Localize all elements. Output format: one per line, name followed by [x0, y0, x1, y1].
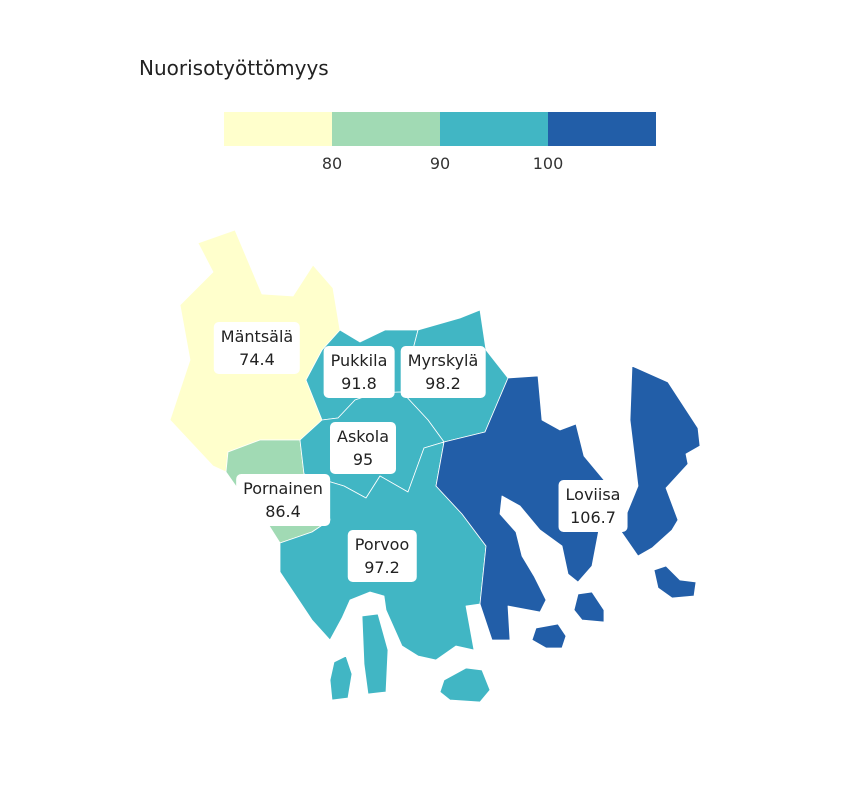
legend-tick-90: 90	[429, 154, 451, 173]
color-legend	[224, 112, 656, 146]
legend-swatch-3	[440, 112, 548, 146]
label-askola: Askola 95	[329, 422, 397, 474]
label-porvoo: Porvoo 97.2	[347, 530, 417, 582]
label-loviisa: Loviisa 106.7	[558, 480, 628, 532]
label-mantsala: Mäntsälä 74.4	[213, 322, 301, 374]
legend-swatch-1	[224, 112, 332, 146]
label-myrskyla: Myrskylä 98.2	[400, 346, 486, 398]
map-title: Nuorisotyöttömyys	[139, 56, 329, 80]
legend-swatch-4	[548, 112, 656, 146]
legend-tick-100: 100	[532, 154, 564, 173]
legend-swatch-2	[332, 112, 440, 146]
label-pukkila: Pukkila 91.8	[323, 346, 395, 398]
legend-tick-80: 80	[321, 154, 343, 173]
label-pornainen: Pornainen 86.4	[236, 474, 330, 526]
